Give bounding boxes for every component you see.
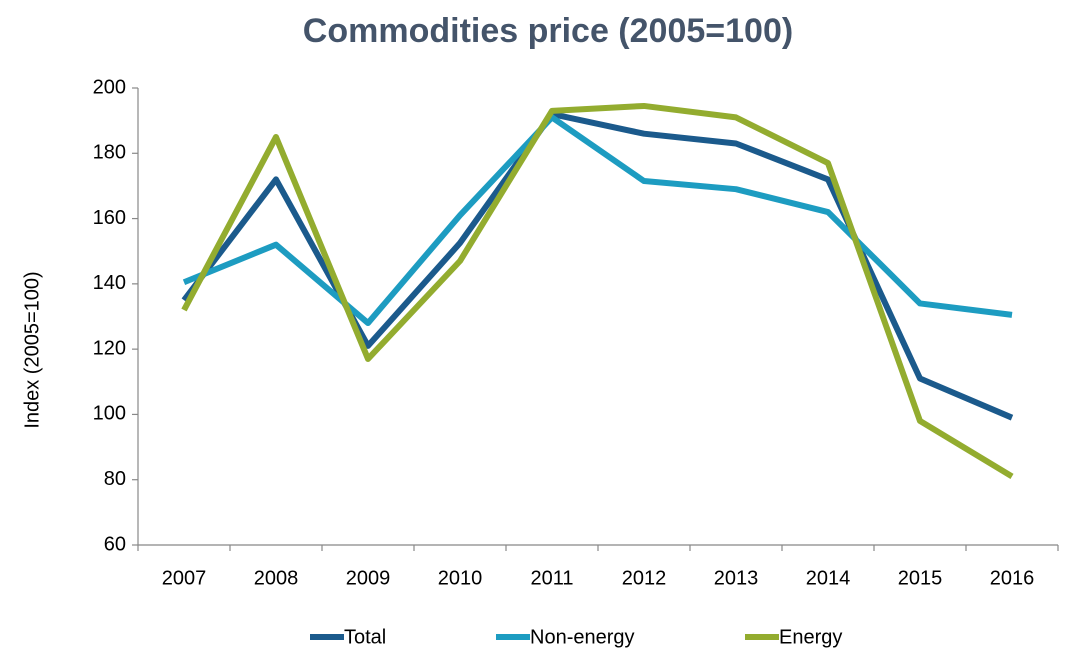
- series-line: [182, 114, 1013, 327]
- x-tick-label: 2010: [438, 567, 483, 589]
- y-tick-label: 120: [93, 337, 126, 359]
- x-tick-label: 2015: [898, 567, 943, 589]
- y-tick-label: 60: [104, 533, 126, 555]
- x-tick-label: 2012: [622, 567, 667, 589]
- y-axis-label: Index (2005=100): [21, 271, 43, 428]
- x-tick-label: 2009: [346, 567, 391, 589]
- x-tick-label: 2016: [990, 567, 1035, 589]
- x-tick-label: 2013: [714, 567, 759, 589]
- x-tick-label: 2007: [162, 567, 207, 589]
- chart-title: Commodities price (2005=100): [303, 12, 793, 50]
- legend-label: Total: [344, 626, 386, 648]
- legend-label: Non-energy: [530, 626, 635, 648]
- series-line: [181, 102, 1014, 480]
- x-tick-label: 2011: [530, 567, 573, 589]
- legend-label: Energy: [779, 626, 842, 648]
- x-tick-label: 2014: [806, 567, 851, 589]
- y-tick-label: 80: [104, 468, 126, 490]
- series-line: [181, 111, 1014, 421]
- x-tick-label: 2008: [254, 567, 299, 589]
- y-tick-label: 100: [93, 403, 126, 425]
- y-tick-label: 200: [93, 76, 126, 98]
- y-tick-label: 180: [93, 142, 126, 164]
- y-tick-label: 160: [93, 207, 126, 229]
- y-tick-label: 140: [93, 272, 126, 294]
